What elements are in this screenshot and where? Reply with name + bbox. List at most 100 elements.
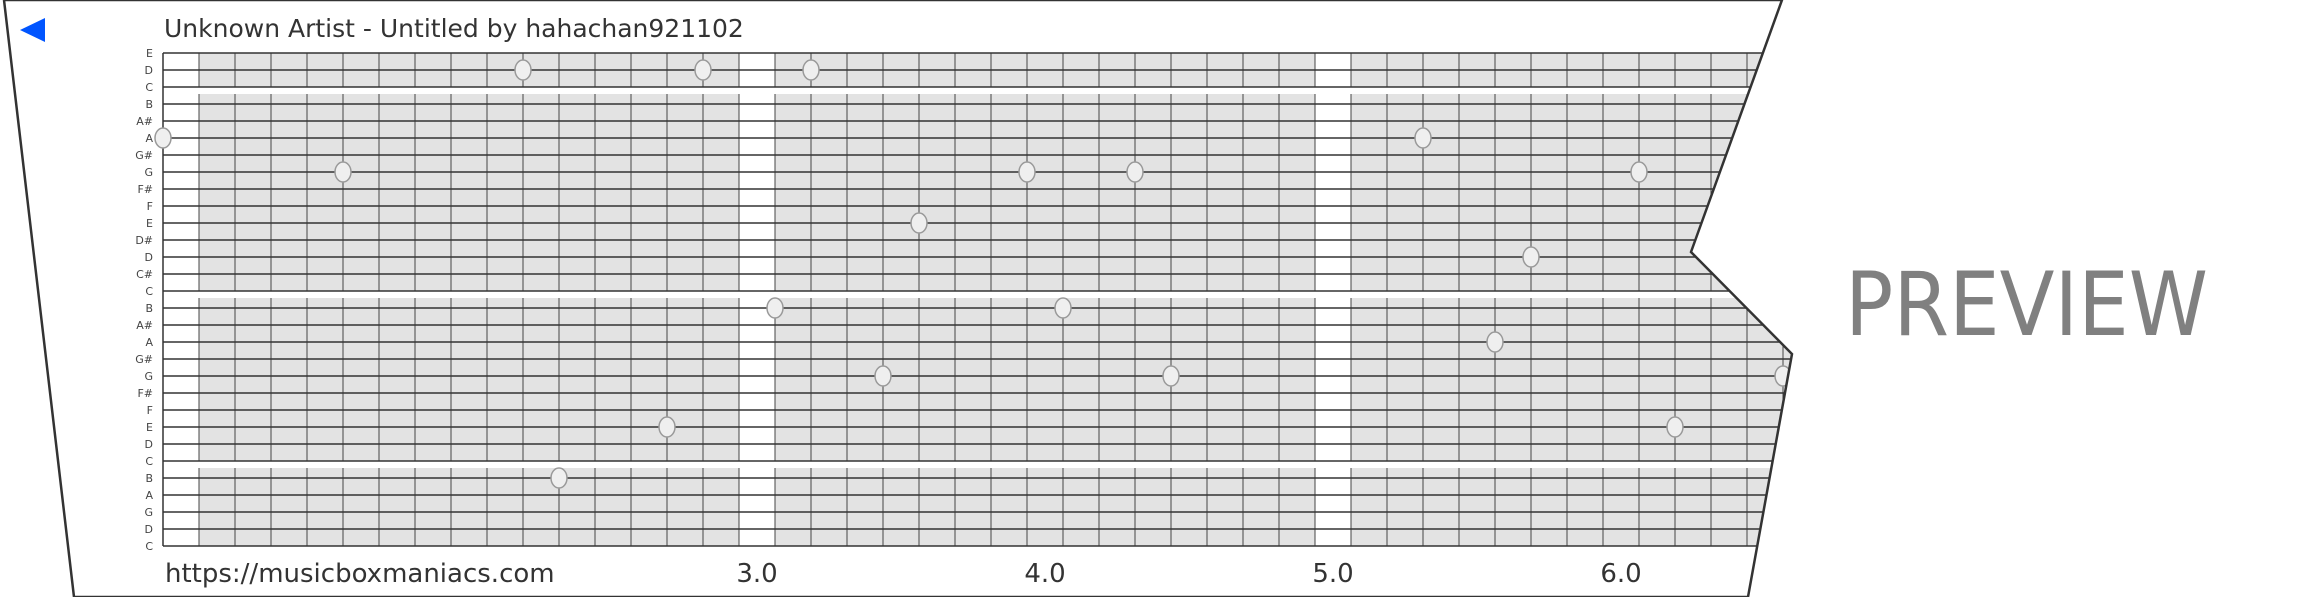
grid-cell-block: [343, 94, 379, 291]
grid-cell-block: [919, 94, 955, 291]
grid-cell-block: [1279, 468, 1315, 546]
grid-cell-block: [235, 94, 271, 291]
grid-cell-block: [703, 468, 739, 546]
grid-cell-block: [379, 298, 415, 461]
grid-cell-block: [847, 468, 883, 546]
beat-labels: 3.0 4.0 5.0 6.0: [736, 559, 1641, 589]
grid-cell-block: [1423, 298, 1459, 461]
beat-label: 4.0: [1024, 559, 1065, 589]
grid-cell-block: [883, 94, 919, 291]
grid-cell-block: [667, 468, 703, 546]
grid-cell-block: [1459, 298, 1495, 461]
pitch-label: A#: [136, 319, 153, 332]
grid-cell-block: [1135, 468, 1171, 546]
grid-cell-block: [235, 298, 271, 461]
note-hole: [1054, 297, 1072, 319]
grid-cell-block: [199, 468, 235, 546]
grid-cell-block: [991, 468, 1027, 546]
note-grid: [162, 52, 1792, 547]
grid-cell-block: [1171, 94, 1207, 291]
grid-cell-block: [1027, 468, 1063, 546]
grid-cell-block: [559, 94, 595, 291]
beat-label: 6.0: [1600, 559, 1641, 589]
pitch-label: E: [146, 421, 153, 434]
pitch-label: D: [145, 251, 153, 264]
pitch-label: C: [145, 81, 153, 94]
grid-cell-block: [307, 468, 343, 546]
note-hole: [514, 59, 532, 81]
pitch-label: D: [145, 438, 153, 451]
grid-cell-block: [1279, 298, 1315, 461]
grid-cell-block: [523, 94, 559, 291]
grid-cell-block: [955, 94, 991, 291]
grid-cell-block: [775, 468, 811, 546]
grid-cell-block: [1639, 298, 1675, 461]
preview-watermark: PREVIEW: [1845, 253, 2208, 356]
note-hole: [1522, 246, 1540, 268]
grid-cell-block: [1603, 468, 1639, 546]
grid-cell-block: [631, 468, 667, 546]
grid-cell-block: [631, 94, 667, 291]
grid-cell-block: [1711, 94, 1747, 291]
grid-cell-block: [451, 298, 487, 461]
grid-cell-block: [847, 94, 883, 291]
grid-cell-block: [811, 468, 847, 546]
site-url-link[interactable]: https://musicboxmaniacs.com: [165, 559, 555, 589]
back-triangle-icon[interactable]: [20, 18, 45, 42]
grid-cell-block: [1099, 298, 1135, 461]
grid-cell-block: [1603, 298, 1639, 461]
grid-cell-block: [1531, 468, 1567, 546]
grid-cell-block: [415, 298, 451, 461]
grid-cell-block: [1243, 468, 1279, 546]
grid-cell-block: [487, 298, 523, 461]
grid-cell-block: [487, 468, 523, 546]
grid-cell-block: [451, 468, 487, 546]
pitch-label: A: [145, 132, 153, 145]
grid-cell-block: [1567, 468, 1603, 546]
pitch-label: G: [144, 506, 153, 519]
grid-cell-block: [919, 468, 955, 546]
grid-cell-block: [595, 94, 631, 291]
grid-cell-block: [991, 298, 1027, 461]
pitch-label: F#: [137, 183, 153, 196]
grid-cell-block: [559, 298, 595, 461]
note-hole: [766, 297, 784, 319]
grid-cell-block: [703, 298, 739, 461]
note-hole: [1666, 416, 1684, 438]
grid-cell-block: [811, 298, 847, 461]
note-hole: [1126, 161, 1144, 183]
grid-cell-block: [667, 94, 703, 291]
grid-cell-block: [1099, 468, 1135, 546]
grid-cell-block: [1783, 94, 1792, 291]
note-hole: [1162, 365, 1180, 387]
note-hole: [1486, 331, 1504, 353]
grid-cell-block: [1171, 468, 1207, 546]
pitch-label: D: [145, 64, 153, 77]
grid-cell-block: [1351, 94, 1387, 291]
grid-cell-block: [1675, 94, 1711, 291]
grid-cell-block: [631, 298, 667, 461]
grid-cell-block: [1495, 468, 1531, 546]
grid-cell-block: [1207, 298, 1243, 461]
grid-cell-block: [775, 298, 811, 461]
grid-cell-block: [1567, 94, 1603, 291]
pitch-label: C: [145, 540, 153, 553]
grid-cell-block: [595, 468, 631, 546]
grid-cell-block: [1063, 468, 1099, 546]
pitch-label: B: [145, 98, 153, 111]
pitch-label: E: [146, 217, 153, 230]
pitch-label: F: [147, 404, 153, 417]
note-hole: [550, 467, 568, 489]
note-hole: [1414, 127, 1432, 149]
grid-cell-block: [919, 298, 955, 461]
note-hole: [694, 59, 712, 81]
grid-cell-block: [271, 298, 307, 461]
pitch-label: F: [147, 200, 153, 213]
note-hole: [154, 127, 172, 149]
pitch-label: G: [144, 166, 153, 179]
grid-cell-block: [487, 94, 523, 291]
grid-cell-block: [1531, 298, 1567, 461]
grid-cell-block: [667, 298, 703, 461]
